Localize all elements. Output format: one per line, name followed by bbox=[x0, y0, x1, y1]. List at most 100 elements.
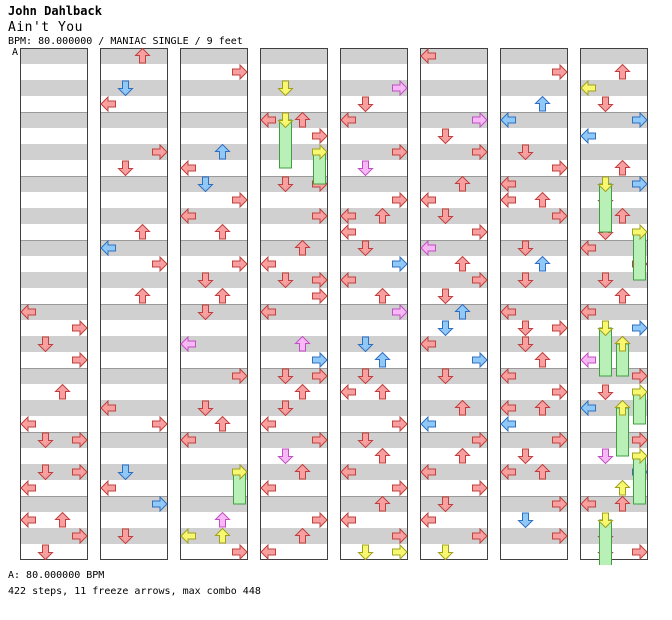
arrow-right-icon bbox=[152, 495, 168, 513]
beat-band bbox=[500, 272, 568, 288]
beat-band bbox=[420, 528, 488, 544]
beat-band bbox=[340, 464, 408, 480]
arrow-up-icon bbox=[374, 495, 391, 512]
arrow-left-icon bbox=[260, 111, 276, 129]
arrow-right-icon bbox=[552, 159, 568, 177]
arrow-left-icon bbox=[500, 191, 516, 209]
arrow-up-icon bbox=[214, 527, 231, 544]
arrow-left-icon bbox=[580, 303, 596, 321]
beat-band bbox=[260, 176, 328, 192]
arrow-left-icon bbox=[340, 223, 356, 241]
chart-column-8 bbox=[580, 48, 648, 560]
arrow-left-icon bbox=[580, 239, 596, 257]
arrow-right-icon bbox=[472, 111, 488, 129]
arrow-right-icon bbox=[472, 143, 488, 161]
arrow-right-icon bbox=[152, 415, 168, 433]
arrow-down-icon bbox=[197, 176, 214, 193]
arrow-left-icon bbox=[20, 303, 36, 321]
beat-band bbox=[340, 368, 408, 384]
arrow-up-icon bbox=[214, 511, 231, 528]
arrow-up-icon bbox=[454, 447, 471, 464]
beat-band bbox=[500, 464, 568, 480]
beat-band bbox=[340, 432, 408, 448]
arrow-up-icon bbox=[534, 351, 551, 368]
arrow-right-icon bbox=[632, 447, 648, 465]
beat-band bbox=[500, 528, 568, 544]
arrow-down-icon bbox=[277, 448, 294, 465]
arrow-left-icon bbox=[100, 479, 116, 497]
arrow-right-icon bbox=[312, 271, 328, 289]
beat-band bbox=[20, 80, 88, 96]
arrow-up-icon bbox=[614, 399, 631, 416]
arrow-up-icon bbox=[294, 463, 311, 480]
arrow-right-icon bbox=[632, 319, 648, 337]
beat-band bbox=[340, 112, 408, 128]
arrow-right-icon bbox=[392, 479, 408, 497]
beat-band bbox=[420, 208, 488, 224]
beat-band bbox=[20, 496, 88, 512]
arrow-down-icon bbox=[357, 432, 374, 449]
song-title: Ain't You bbox=[8, 20, 83, 35]
arrow-down-icon bbox=[277, 368, 294, 385]
arrow-left-icon bbox=[260, 303, 276, 321]
arrow-left-icon bbox=[340, 207, 356, 225]
arrow-right-icon bbox=[552, 431, 568, 449]
arrow-down-icon bbox=[277, 400, 294, 417]
arrow-down-icon bbox=[277, 176, 294, 193]
beat-band bbox=[500, 496, 568, 512]
column-border bbox=[20, 48, 88, 560]
arrow-down-icon bbox=[277, 80, 294, 97]
beat-band bbox=[340, 496, 408, 512]
bpm-summary: A: 80.000000 BPM bbox=[8, 570, 105, 581]
arrow-down-icon bbox=[597, 384, 614, 401]
arrow-left-icon bbox=[500, 399, 516, 417]
arrow-right-icon bbox=[312, 127, 328, 145]
beat-band bbox=[580, 496, 648, 512]
arrow-down-icon bbox=[197, 272, 214, 289]
beat-band bbox=[420, 272, 488, 288]
arrow-left-icon bbox=[100, 95, 116, 113]
arrow-right-icon bbox=[232, 543, 248, 561]
arrow-left-icon bbox=[340, 271, 356, 289]
beat-band bbox=[420, 496, 488, 512]
beat-band bbox=[100, 528, 168, 544]
arrow-down-icon bbox=[437, 128, 454, 145]
column-border bbox=[420, 48, 488, 560]
chart-column-5 bbox=[340, 48, 408, 560]
beat-band bbox=[260, 208, 328, 224]
beat-band bbox=[20, 112, 88, 128]
beat-band bbox=[420, 80, 488, 96]
beat-band bbox=[260, 432, 328, 448]
arrow-down-icon bbox=[117, 160, 134, 177]
arrow-right-icon bbox=[392, 143, 408, 161]
arrow-up-icon bbox=[614, 335, 631, 352]
arrow-left-icon bbox=[420, 239, 436, 257]
beat-band bbox=[500, 144, 568, 160]
beat-band bbox=[340, 240, 408, 256]
arrow-right-icon bbox=[312, 431, 328, 449]
arrow-right-icon bbox=[392, 527, 408, 545]
arrow-down-icon bbox=[197, 304, 214, 321]
arrow-left-icon bbox=[180, 159, 196, 177]
beat-band bbox=[100, 240, 168, 256]
arrow-down-icon bbox=[357, 368, 374, 385]
arrow-up-icon bbox=[134, 223, 151, 240]
arrow-down-icon bbox=[277, 272, 294, 289]
arrow-up-icon bbox=[534, 399, 551, 416]
beat-band bbox=[500, 304, 568, 320]
beat-band bbox=[580, 368, 648, 384]
arrow-down-icon bbox=[517, 320, 534, 337]
column-border bbox=[260, 48, 328, 560]
chart-column-1 bbox=[20, 48, 88, 560]
arrow-left-icon bbox=[340, 111, 356, 129]
beat-band bbox=[420, 48, 488, 64]
beat-band bbox=[500, 176, 568, 192]
beat-band bbox=[260, 272, 328, 288]
arrow-left-icon bbox=[580, 351, 596, 369]
arrow-up-icon bbox=[454, 399, 471, 416]
arrow-down-icon bbox=[197, 400, 214, 417]
arrow-down-icon bbox=[117, 464, 134, 481]
arrow-right-icon bbox=[72, 351, 88, 369]
arrow-up-icon bbox=[294, 335, 311, 352]
arrow-left-icon bbox=[180, 431, 196, 449]
